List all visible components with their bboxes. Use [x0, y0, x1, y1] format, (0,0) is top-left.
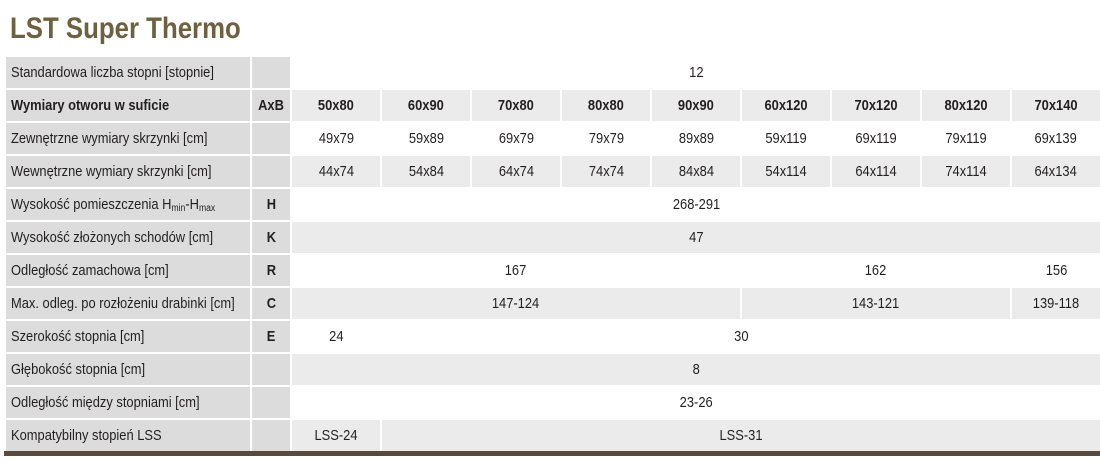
row-code: R: [266, 262, 276, 279]
label-part: Wysokość pomieszczenia H: [11, 195, 172, 213]
header-row: Wymiary otworu w suficie AxB 50x80 60x90 70x…: [4, 88, 1100, 123]
row-label: Standardowa liczba stopni [stopnie]: [11, 64, 214, 81]
row: Wysokość złożonych schodów [cm] K 47: [4, 220, 1100, 255]
row-label: Wysokość złożonych schodów [cm]: [11, 229, 214, 246]
cell: 47: [688, 229, 704, 246]
cell: 70x80: [498, 97, 534, 114]
row-code: K: [266, 229, 276, 246]
cell: 64x134: [1034, 163, 1078, 180]
row-code: AxB: [258, 97, 284, 114]
label-part: -H: [185, 195, 199, 213]
row: Głębokość stopnia [cm] 8: [4, 352, 1100, 387]
row-label: Kompatybilny stopień LSS: [11, 427, 162, 444]
title: LST Super Thermo: [10, 12, 241, 45]
spec-table: Standardowa liczba stopni [stopnie] 12 Wy…: [4, 55, 1100, 456]
row: Wysokość pomieszczenia Hmin-Hmax H 268-291: [4, 187, 1100, 222]
cell: 69x119: [855, 130, 897, 147]
cell: LSS-24: [314, 427, 358, 444]
cell: 147-124: [492, 295, 540, 312]
row-label: Szerokość stopnia [cm]: [11, 328, 145, 345]
cell: 8: [692, 361, 700, 378]
row: Szerokość stopnia [cm] E 24 30: [4, 319, 1100, 354]
row-label: Odległość między stopniami [cm]: [11, 394, 200, 411]
cell: 44x74: [318, 163, 354, 180]
row: Kompatybilny stopień LSS LSS-24 LSS-31: [4, 418, 1100, 455]
row-label: Odległość zamachowa [cm]: [11, 262, 169, 279]
cell: 54x114: [765, 163, 807, 180]
cell: 30: [733, 328, 749, 345]
row-label: Głębokość stopnia [cm]: [11, 361, 146, 378]
cell: 74x74: [588, 163, 624, 180]
cell: 80x80: [588, 97, 624, 114]
row: Odległość między stopniami [cm] 23-26: [4, 385, 1100, 420]
cell: 69x79: [498, 130, 534, 147]
label-sub: min: [171, 202, 186, 214]
cell: 60x90: [408, 97, 444, 114]
row: Max. odleg. po rozłożeniu drabinki [cm] C…: [4, 286, 1100, 321]
cell: 54x84: [408, 163, 444, 180]
cell: 84x84: [678, 163, 714, 180]
cell: 167: [505, 262, 527, 279]
row-label: Wymiary otworu w suficie: [11, 97, 170, 114]
row-label: Zewnętrzne wymiary skrzynki [cm]: [11, 130, 208, 147]
cell: 89x89: [678, 130, 714, 147]
cell: 60x120: [764, 97, 808, 114]
row: Odległość zamachowa [cm] R 167 162 156: [4, 253, 1100, 288]
row-code: H: [266, 196, 276, 213]
cell: 12: [688, 64, 704, 81]
cell: 80x120: [944, 97, 988, 114]
cell: 70x120: [854, 97, 898, 114]
cell: 23-26: [679, 394, 713, 411]
cell: 59x119: [765, 130, 807, 147]
cell: 74x114: [945, 163, 987, 180]
cell: 64x74: [498, 163, 534, 180]
cell: 139-118: [1032, 295, 1080, 312]
row: Standardowa liczba stopni [stopnie] 12: [4, 55, 1100, 90]
cell: 69x139: [1034, 130, 1078, 147]
cell: 70x140: [1034, 97, 1078, 114]
row: Zewnętrzne wymiary skrzynki [cm] 49x79 59x…: [4, 121, 1100, 156]
cell: 79x79: [588, 130, 624, 147]
cell: 268-291: [672, 196, 720, 213]
row-code: C: [266, 295, 276, 312]
label-sub: max: [198, 202, 216, 214]
row: Wewnętrzne wymiary skrzynki [cm] 44x74 54x…: [4, 154, 1100, 189]
row-label: Max. odleg. po rozłożeniu drabinki [cm]: [11, 295, 235, 312]
cell: 64x114: [855, 163, 897, 180]
cell: 59x89: [408, 130, 444, 147]
cell: 79x119: [945, 130, 987, 147]
row-code: E: [266, 328, 276, 345]
row-label: Wysokość pomieszczenia Hmin-Hmax: [11, 196, 215, 214]
row-label: Wewnętrzne wymiary skrzynki [cm]: [11, 163, 212, 180]
cell: 90x90: [678, 97, 714, 114]
cell: 143-121: [852, 295, 900, 312]
cell: LSS-31: [719, 427, 763, 444]
cell: 50x80: [318, 97, 354, 114]
cell: 156: [1045, 262, 1067, 279]
cell: 24: [328, 328, 344, 345]
cell: 162: [865, 262, 887, 279]
cell: 49x79: [318, 130, 354, 147]
